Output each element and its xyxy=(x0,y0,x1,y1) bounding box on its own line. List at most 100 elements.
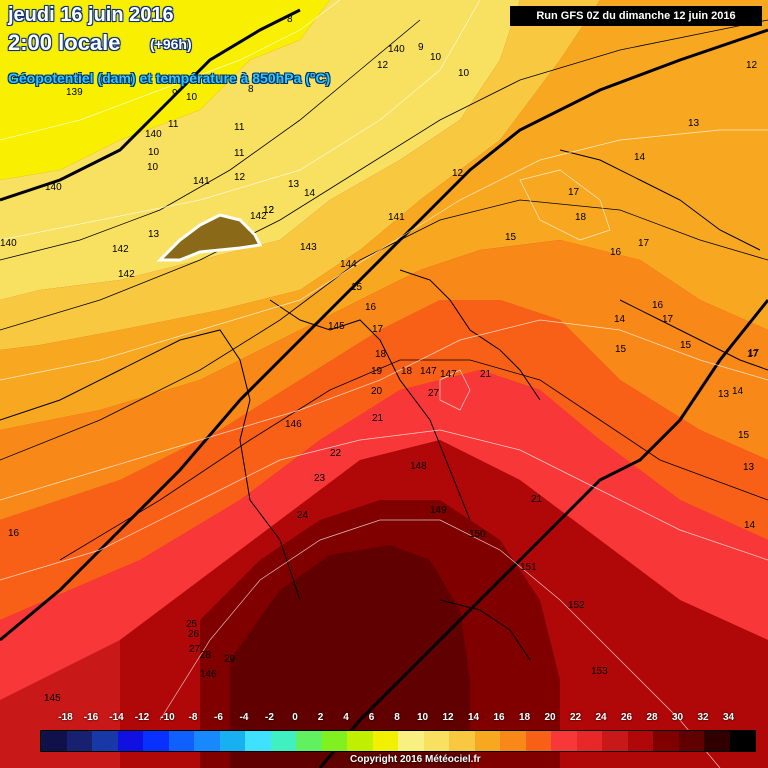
geo-label: 146 xyxy=(285,419,302,430)
legend-swatch xyxy=(372,731,398,751)
legend-tick: 34 xyxy=(722,712,735,723)
legend-swatch xyxy=(117,731,143,751)
legend-tick: 20 xyxy=(544,712,556,723)
temp-label: 21 xyxy=(480,369,492,380)
geo-label: 139 xyxy=(66,87,83,98)
legend-tick: 24 xyxy=(595,712,607,723)
legend-tick: -6 xyxy=(214,712,223,723)
coastlines xyxy=(0,149,768,661)
temp-band-lightyellow xyxy=(0,0,520,300)
legend-tick: -12 xyxy=(134,712,150,723)
legend-swatch xyxy=(525,731,551,751)
legend-swatch xyxy=(168,731,194,751)
temp-label: 14 xyxy=(744,520,756,531)
temp-band-gold xyxy=(0,0,600,350)
temp-label: 16 xyxy=(652,300,664,311)
geo-label: 145 xyxy=(328,321,345,332)
temp-label: 17 xyxy=(638,238,650,249)
legend-swatch xyxy=(347,731,373,751)
temp-label: 17 xyxy=(748,348,760,359)
temp-label: 15 xyxy=(738,430,750,441)
temp-label: 13 xyxy=(288,179,300,190)
temp-label: 15 xyxy=(351,282,363,293)
temp-label: 11 xyxy=(234,122,245,133)
forecast-date: jeudi 16 juin 2016 xyxy=(8,4,174,26)
temp-label: 17 xyxy=(372,324,384,335)
legend-swatch xyxy=(729,731,755,751)
legend-swatch xyxy=(576,731,602,751)
alps-terrain-outline xyxy=(156,213,263,262)
temp-label: 13 xyxy=(148,229,160,240)
legend-swatch xyxy=(602,731,628,751)
temp-band-darkorange xyxy=(0,240,768,520)
geopotential-thick-lines xyxy=(0,8,768,768)
temp-label: 26 xyxy=(188,629,200,640)
copyright-notice: Copyright 2016 Météociel.fr xyxy=(350,754,481,765)
temp-label: 11 xyxy=(168,119,179,130)
geo-label: 142 xyxy=(112,244,129,255)
temp-label: 16 xyxy=(8,528,20,539)
legend-swatch xyxy=(219,731,245,751)
temp-label: 12 xyxy=(746,60,758,71)
legend-swatch xyxy=(270,731,296,751)
legend-swatch xyxy=(194,731,220,751)
temp-label: 8 xyxy=(287,14,293,25)
temp-label: 10 xyxy=(147,162,159,173)
forecast-lead-time: (+96h) xyxy=(150,36,192,52)
temp-label: 14 xyxy=(634,152,646,163)
legend-tick: 2 xyxy=(317,712,324,723)
legend-tick: -4 xyxy=(239,712,249,723)
temp-label: 28 xyxy=(200,650,212,661)
parameter-description: Géopotentiel (dam) et température à 850h… xyxy=(8,70,331,86)
temp-label: 19 xyxy=(371,366,383,377)
temp-label: 16 xyxy=(610,247,622,258)
geo-label: 147 xyxy=(420,366,437,377)
temp-label: 10 xyxy=(430,52,442,63)
temp-label: 22 xyxy=(330,448,342,459)
legend-swatch xyxy=(92,731,118,751)
legend-tick: 6 xyxy=(368,712,375,723)
temp-label: 17 xyxy=(568,187,580,198)
geo-label: 148 xyxy=(410,461,427,472)
temp-label: 12 xyxy=(263,205,275,216)
geo-label: 146 xyxy=(200,669,217,680)
temp-label: 14 xyxy=(732,386,744,397)
temp-label: 12 xyxy=(234,172,246,183)
geo-label: 147 xyxy=(440,369,457,380)
legend-swatch xyxy=(66,731,92,751)
temp-label: 8 xyxy=(248,84,254,95)
temp-label: 14 xyxy=(304,188,316,199)
legend-swatch xyxy=(41,731,67,751)
legend-tick: -8 xyxy=(188,712,198,723)
geo-label: 150 xyxy=(469,529,486,540)
legend-swatch xyxy=(500,731,526,751)
legend-tick: 18 xyxy=(518,712,531,723)
temp-label: 9 xyxy=(418,42,424,53)
temp-label: 15 xyxy=(680,340,692,351)
legend-tick: -2 xyxy=(265,712,274,723)
legend-swatch xyxy=(474,731,500,751)
legend-tick: 12 xyxy=(442,712,454,723)
temp-label: 13 xyxy=(718,389,730,400)
legend-swatch xyxy=(398,731,424,751)
temp-label: 23 xyxy=(314,473,326,484)
geo-label: 151 xyxy=(520,562,537,573)
legend-tick: 22 xyxy=(569,712,582,723)
temp-band-orange xyxy=(0,0,768,430)
temp-label: 17 xyxy=(747,349,759,360)
temp-band-orange-red xyxy=(0,300,768,620)
legend-swatch xyxy=(449,731,475,751)
temperature-labels: 8 8 9 9 10 10 10 10 10 11 11 11 12 12 12… xyxy=(8,14,760,665)
legend-swatch xyxy=(423,731,449,751)
legend-swatch xyxy=(704,731,730,751)
temp-label: 12 xyxy=(377,60,389,71)
legend-swatch xyxy=(296,731,322,751)
legend-tick: -18 xyxy=(58,712,73,723)
temp-label: 11 xyxy=(234,148,245,159)
temp-band-darkmaroon xyxy=(230,545,470,768)
geo-label: 149 xyxy=(430,505,447,516)
temp-label: 24 xyxy=(297,510,309,521)
temp-band-yellow xyxy=(0,0,330,180)
